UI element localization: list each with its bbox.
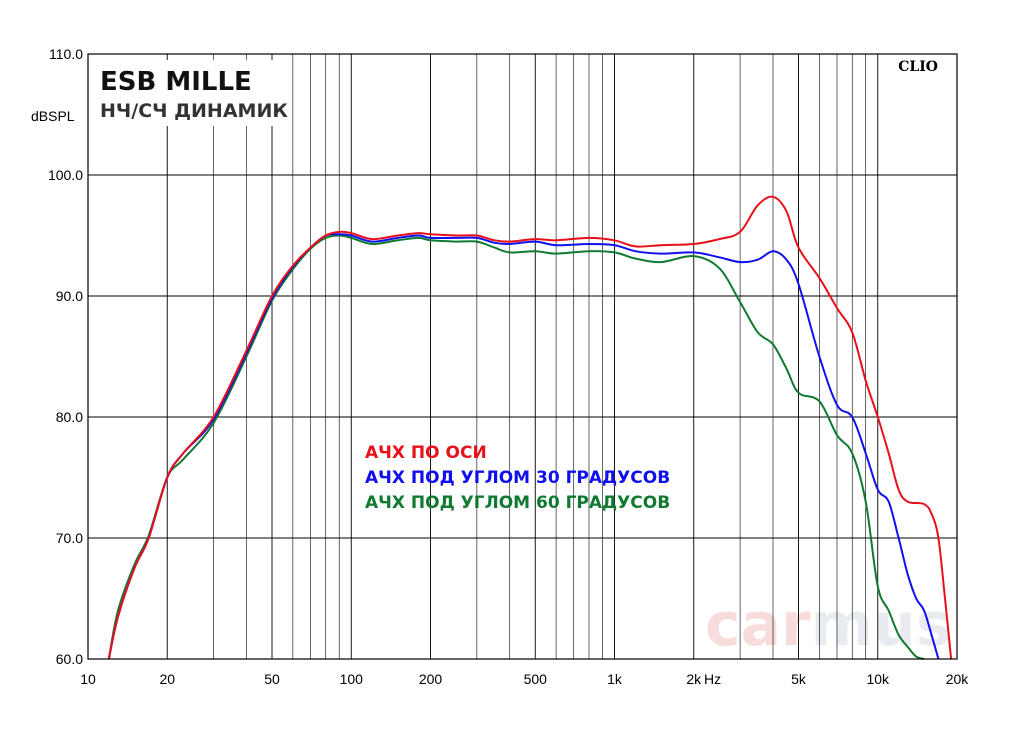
series-line xyxy=(107,234,925,660)
grid xyxy=(88,54,957,659)
series-group xyxy=(107,195,953,660)
plot-frame xyxy=(87,53,958,660)
y-tick-label: 70.0 xyxy=(56,530,83,546)
watermark-text: carmus xyxy=(705,590,952,660)
chart-title: ESB MILLE xyxy=(100,67,252,97)
watermark-part-mus: mus xyxy=(811,590,952,660)
legend-entry: АЧХ ПО ОСИ xyxy=(365,443,487,463)
x-tick-label: 5k xyxy=(791,671,807,687)
x-tick-label: 10k xyxy=(866,671,890,687)
x-tick-label: 1k xyxy=(607,671,623,687)
x-tick-label: 2k xyxy=(686,671,702,687)
x-axis-unit: Hz xyxy=(704,671,721,687)
y-tick-label: 110.0 xyxy=(49,46,83,62)
series-line xyxy=(107,195,953,660)
x-tick-label: 20k xyxy=(946,671,970,687)
x-tick-labels: 10 20 50 100 200 500 1k 2k 5k 10k 20k xyxy=(80,671,969,687)
x-tick-label: 10 xyxy=(80,671,96,687)
y-axis-label: dBSPL xyxy=(31,108,75,124)
legend-entry: АЧХ ПОД УГЛОМ 30 ГРАДУСОВ xyxy=(365,468,670,488)
legend: АЧХ ПО ОСИ АЧХ ПОД УГЛОМ 30 ГРАДУСОВ АЧХ П… xyxy=(365,443,670,513)
watermark-part-car: car xyxy=(705,590,811,660)
title-box xyxy=(95,60,288,126)
x-tick-label: 20 xyxy=(159,671,175,687)
chart-subtitle: НЧ/СЧ ДИНАМИК xyxy=(100,100,288,122)
y-tick-label: 60.0 xyxy=(56,651,83,667)
y-tick-label: 90.0 xyxy=(56,288,83,304)
x-tick-label: 500 xyxy=(524,671,548,687)
brand-label: CLIO xyxy=(898,59,938,75)
legend-entry: АЧХ ПОД УГЛОМ 60 ГРАДУСОВ xyxy=(365,493,670,513)
y-tick-label: 100.0 xyxy=(48,167,83,183)
y-tick-labels: 60.0 70.0 80.0 90.0 100.0 110.0 xyxy=(48,46,83,667)
x-tick-label: 100 xyxy=(340,671,364,687)
x-tick-label: 50 xyxy=(264,671,280,687)
x-tick-label: 200 xyxy=(419,671,443,687)
y-tick-label: 80.0 xyxy=(56,409,83,425)
series-line xyxy=(107,233,940,660)
